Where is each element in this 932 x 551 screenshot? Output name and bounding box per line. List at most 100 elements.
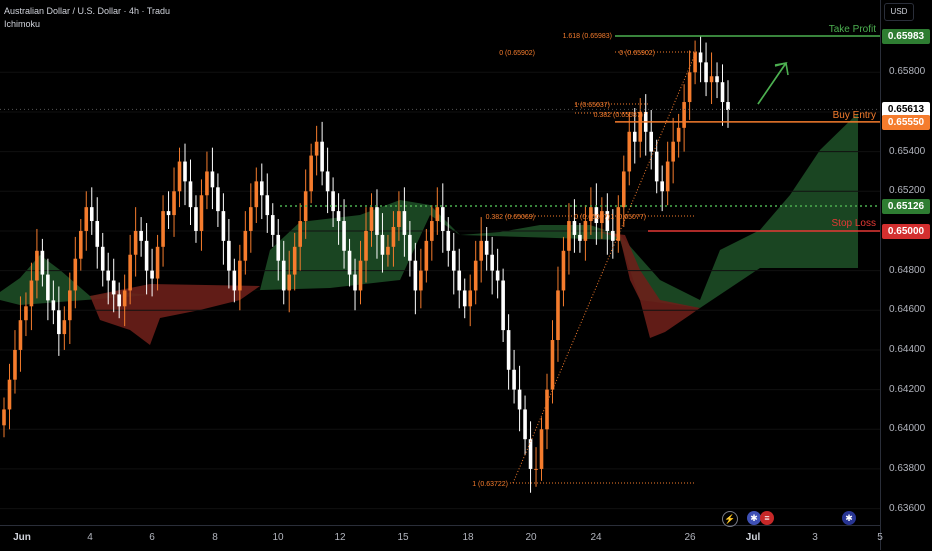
candle-body — [468, 290, 473, 307]
candle-body — [161, 211, 165, 247]
candle-body — [720, 82, 725, 103]
candle-body — [18, 320, 23, 350]
candle-body — [276, 234, 281, 261]
candle-body — [336, 211, 341, 222]
candle-body — [605, 211, 610, 231]
candle-body — [35, 250, 39, 281]
time-axis[interactable] — [0, 525, 880, 551]
candle-body — [57, 310, 61, 335]
candle-body — [210, 171, 215, 188]
arrow-up-icon-head — [757, 62, 789, 105]
candle-body — [100, 246, 105, 271]
price-tick: 0.63800 — [889, 462, 926, 474]
price-label-take-profit: 0.65983 — [882, 29, 930, 44]
candle-body — [413, 260, 418, 291]
candle-body — [364, 230, 368, 261]
candle-body — [638, 111, 643, 142]
candle-body — [424, 240, 429, 271]
candle-body — [325, 171, 330, 192]
fib-label-1618: 1.618 (0.65983) — [563, 33, 612, 40]
time-tick: 4 — [87, 532, 93, 543]
time-tick: 12 — [334, 532, 346, 543]
candle-body — [682, 102, 686, 128]
time-tick: Jul — [745, 532, 761, 543]
candle-body — [594, 207, 599, 224]
lightning-icon[interactable]: ⚡ — [722, 511, 738, 527]
candle-body — [726, 102, 730, 110]
price-label-buy-entry: 0.65550 — [882, 114, 930, 130]
candle-body — [419, 270, 423, 291]
flag-au-icon[interactable]: ✱ — [842, 511, 856, 525]
candle-body — [62, 320, 67, 335]
candle-body — [572, 221, 577, 235]
candle-body — [122, 290, 127, 307]
ichimoku-cloud — [0, 113, 858, 345]
price-tick: 0.64800 — [889, 264, 926, 276]
candle-body — [24, 306, 28, 321]
candle-body — [539, 429, 544, 469]
fib-label-0-left: 0 (0.65902) — [499, 50, 535, 57]
candle-body — [243, 230, 248, 261]
candle-body — [578, 234, 582, 241]
fib-label-0-lower: 0 (0.65077) — [574, 214, 610, 221]
candle-body — [462, 290, 467, 307]
price-axis[interactable] — [880, 0, 932, 550]
take-profit-label: Take Profit — [829, 24, 876, 35]
stop-loss-label: Stop Loss — [832, 218, 876, 229]
price-label-stop-loss: 0.65000 — [882, 223, 930, 239]
price-chart[interactable]: Take Profit Buy Entry Stop Loss 1.618 (0.65… — [0, 0, 880, 525]
candle-body — [254, 181, 259, 208]
candle-body — [611, 230, 615, 241]
currency-button[interactable]: USD — [884, 3, 914, 21]
candle-body — [589, 207, 593, 222]
candle-body — [402, 211, 407, 235]
cloud-bull — [0, 113, 858, 308]
candle-body — [259, 181, 264, 196]
candle-body — [155, 246, 160, 279]
candle-body — [287, 274, 292, 291]
candle-body — [676, 127, 681, 142]
candle-body — [249, 207, 253, 231]
fib-annotations — [505, 51, 698, 484]
candle-body — [397, 211, 401, 227]
candle-body — [144, 240, 149, 271]
fib-label-0-right: 0 (0.65902) — [619, 50, 655, 57]
price-label-current: 0.65613 — [882, 102, 930, 118]
candle-body — [435, 207, 440, 222]
candle-body — [111, 280, 116, 295]
candle-body — [7, 379, 12, 410]
candle-body — [227, 240, 231, 271]
price-tick: 0.64600 — [889, 304, 926, 316]
candle-body — [314, 141, 319, 156]
price-tick: 0.65200 — [889, 185, 926, 197]
buy-entry-label: Buy Entry — [833, 110, 876, 121]
flag-us-icon[interactable]: ✱ — [747, 511, 761, 525]
indicator-label[interactable]: Ichimoku — [4, 19, 41, 29]
candle-body — [709, 76, 714, 83]
candle-body — [386, 246, 390, 255]
candle-body — [205, 171, 209, 196]
candle-body — [654, 151, 659, 182]
candle-body — [715, 76, 719, 83]
candle-body — [600, 211, 604, 224]
candle-body — [512, 369, 516, 390]
price-tick: 0.65400 — [889, 145, 926, 157]
candle-body — [479, 240, 483, 261]
candle-body — [51, 300, 56, 311]
chart-grid — [0, 71, 880, 510]
candle-body — [199, 195, 204, 231]
candle-body — [556, 290, 560, 341]
candle-body — [523, 409, 527, 440]
time-tick: Jun — [13, 532, 31, 543]
candle-body — [704, 62, 708, 83]
chart-legend: Australian Dollar / U.S. Dollar · 4h · T… — [4, 5, 170, 31]
candle-body — [408, 234, 412, 261]
candle-body — [298, 221, 302, 247]
flag-us-icon-2[interactable]: ≡ — [760, 511, 774, 525]
candle-body — [621, 171, 626, 208]
candle-body — [627, 131, 632, 172]
candle-body — [128, 254, 132, 291]
candle-body — [473, 260, 478, 291]
symbol-title[interactable]: Australian Dollar / U.S. Dollar · 4h · T… — [4, 6, 171, 16]
fib-label-1-upper: 1 (0.65637) — [574, 102, 610, 109]
